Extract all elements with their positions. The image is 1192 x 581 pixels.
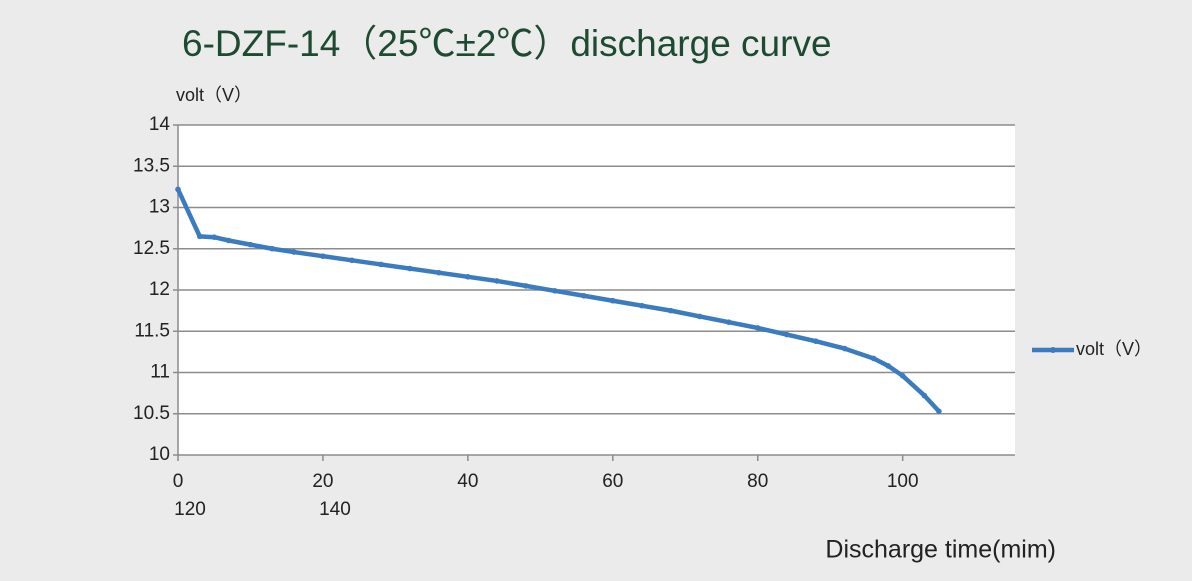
data-point bbox=[921, 392, 928, 399]
x-extra-label: 120 bbox=[174, 499, 206, 520]
data-point bbox=[211, 234, 218, 240]
data-point bbox=[196, 233, 203, 240]
data-point bbox=[936, 408, 942, 415]
data-point bbox=[725, 319, 732, 325]
y-tick-label: 14 bbox=[149, 114, 171, 135]
x-tick-label: 80 bbox=[747, 471, 768, 492]
data-point bbox=[349, 257, 355, 264]
data-point bbox=[378, 261, 384, 268]
x-tick-label: 40 bbox=[457, 471, 478, 492]
x-tick-label: 20 bbox=[312, 471, 333, 492]
data-point bbox=[465, 274, 471, 280]
data-point bbox=[754, 325, 761, 331]
data-point bbox=[436, 269, 442, 276]
data-point bbox=[269, 245, 276, 252]
data-point bbox=[494, 278, 500, 284]
data-point bbox=[812, 338, 819, 344]
data-point bbox=[320, 253, 326, 259]
x-tick-label: 100 bbox=[887, 471, 919, 492]
data-point bbox=[175, 186, 181, 193]
data-point bbox=[407, 265, 413, 272]
data-point bbox=[581, 292, 587, 299]
data-point bbox=[523, 283, 529, 289]
data-point bbox=[552, 288, 558, 294]
y-tick-label: 11 bbox=[150, 362, 170, 383]
legend-label: volt（V） bbox=[1076, 339, 1152, 359]
x-tick-label: 0 bbox=[173, 471, 184, 492]
y-axis-label: volt（V） bbox=[176, 85, 252, 105]
data-point bbox=[885, 363, 891, 369]
data-point bbox=[696, 313, 703, 320]
legend-marker bbox=[1050, 347, 1056, 353]
data-point bbox=[870, 355, 877, 362]
y-tick-label: 12 bbox=[149, 279, 170, 300]
y-tick-label: 13.5 bbox=[133, 155, 170, 176]
y-tick-label: 11.5 bbox=[134, 320, 170, 341]
data-point bbox=[225, 237, 232, 244]
y-tick-label: 13 bbox=[149, 197, 170, 218]
data-point bbox=[667, 307, 674, 314]
data-point bbox=[841, 345, 848, 352]
data-point bbox=[899, 373, 906, 379]
chart-title: 6-DZF-14（25℃±2℃）discharge curve bbox=[182, 23, 832, 64]
x-extra-label: 140 bbox=[319, 499, 351, 520]
data-point bbox=[291, 249, 297, 255]
data-point bbox=[247, 241, 254, 248]
y-tick-label: 12.5 bbox=[133, 238, 170, 259]
data-point bbox=[610, 297, 616, 304]
x-axis-label: Discharge time(mim) bbox=[825, 536, 1056, 564]
data-point bbox=[638, 302, 645, 309]
y-tick-label: 10.5 bbox=[133, 403, 170, 424]
data-point bbox=[783, 331, 790, 338]
x-tick-label: 60 bbox=[602, 471, 623, 492]
y-tick-label: 10 bbox=[149, 444, 170, 465]
